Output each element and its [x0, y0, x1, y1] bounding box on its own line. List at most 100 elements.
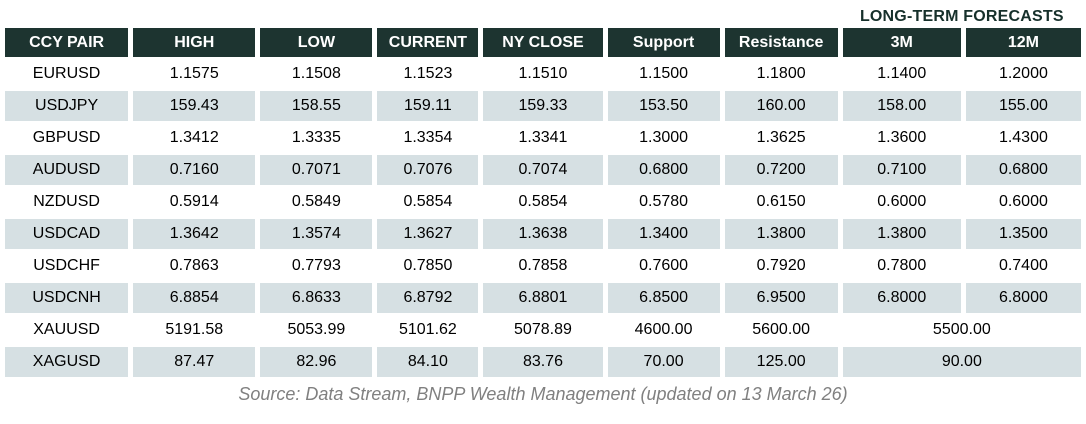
table-row: USDCAD 1.3642 1.3574 1.3627 1.3638 1.3400 1.38…: [5, 219, 1081, 249]
value-cell: 6.8801: [483, 283, 603, 313]
column-header-support: Support: [607, 28, 720, 57]
value-cell: 1.1510: [483, 59, 603, 89]
value-cell: 0.7100: [842, 155, 961, 185]
table-row: GBPUSD 1.3412 1.3335 1.3354 1.3341 1.3000 1.36…: [5, 123, 1081, 153]
value-cell: 0.7400: [965, 251, 1081, 281]
value-cell: 1.3600: [842, 123, 961, 153]
value-cell: 1.1800: [724, 59, 838, 89]
value-cell: 1.3341: [483, 123, 603, 153]
table-row: XAGUSD 87.47 82.96 84.10 83.76 70.00 125.00 90.…: [5, 347, 1081, 377]
table-row: AUDUSD 0.7160 0.7071 0.7076 0.7074 0.6800 0.72…: [5, 155, 1081, 185]
value-cell: 1.2000: [965, 59, 1081, 89]
value-cell: 0.5854: [483, 187, 603, 217]
column-header-current: CURRENT: [377, 28, 479, 57]
value-cell: 1.3000: [607, 123, 720, 153]
value-cell: 84.10: [377, 347, 479, 377]
value-cell: 0.5914: [133, 187, 256, 217]
value-cell: 5191.58: [133, 315, 256, 345]
value-cell: 5053.99: [260, 315, 373, 345]
value-cell: 1.1575: [133, 59, 256, 89]
value-cell: 0.5849: [260, 187, 373, 217]
pair-cell: EURUSD: [5, 59, 129, 89]
value-cell: 155.00: [965, 91, 1081, 121]
pair-cell: USDCHF: [5, 251, 129, 281]
value-cell: 1.1508: [260, 59, 373, 89]
value-cell: 6.8000: [842, 283, 961, 313]
table-body: EURUSD 1.1575 1.1508 1.1523 1.1510 1.1500 1.18…: [5, 59, 1081, 377]
value-cell: 1.3400: [607, 219, 720, 249]
pair-cell: XAGUSD: [5, 347, 129, 377]
value-cell: 87.47: [133, 347, 256, 377]
value-cell: 0.7076: [377, 155, 479, 185]
value-cell: 1.1400: [842, 59, 961, 89]
value-cell: 0.6150: [724, 187, 838, 217]
table-row: NZDUSD 0.5914 0.5849 0.5854 0.5854 0.5780 0.61…: [5, 187, 1081, 217]
value-cell: 0.6000: [965, 187, 1081, 217]
value-cell: 0.7850: [377, 251, 479, 281]
value-cell: 6.8000: [965, 283, 1081, 313]
fx-forecast-table: LONG-TERM FORECASTS CCY PAIR HIGH LOW CURRE…: [5, 2, 1081, 377]
long-term-forecasts-label: LONG-TERM FORECASTS: [859, 8, 1064, 25]
value-cell: 0.6800: [607, 155, 720, 185]
column-header-resistance: Resistance: [724, 28, 838, 57]
value-cell: 0.7600: [607, 251, 720, 281]
column-header-low: LOW: [260, 28, 373, 57]
pair-cell: AUDUSD: [5, 155, 129, 185]
table-row: USDJPY 159.43 158.55 159.11 159.33 153.50 160.…: [5, 91, 1081, 121]
value-cell: 158.55: [260, 91, 373, 121]
value-cell: 1.1500: [607, 59, 720, 89]
header-row: CCY PAIR HIGH LOW CURRENT NY CLOSE Support Res…: [5, 28, 1081, 57]
merged-forecast-cell: 90.00: [842, 347, 1081, 377]
value-cell: 5078.89: [483, 315, 603, 345]
column-header-ny-close: NY CLOSE: [483, 28, 603, 57]
value-cell: 160.00: [724, 91, 838, 121]
value-cell: 1.3800: [842, 219, 961, 249]
merged-forecast-cell: 5500.00: [842, 315, 1081, 345]
column-header-high: HIGH: [133, 28, 256, 57]
value-cell: 1.3500: [965, 219, 1081, 249]
value-cell: 5101.62: [377, 315, 479, 345]
column-header-ccy-pair: CCY PAIR: [5, 28, 129, 57]
value-cell: 0.6800: [965, 155, 1081, 185]
value-cell: 0.5854: [377, 187, 479, 217]
value-cell: 153.50: [607, 91, 720, 121]
source-note: Source: Data Stream, BNPP Wealth Managem…: [238, 384, 848, 404]
value-cell: 0.7863: [133, 251, 256, 281]
value-cell: 1.3574: [260, 219, 373, 249]
value-cell: 6.8792: [377, 283, 479, 313]
column-header-3m: 3M: [842, 28, 961, 57]
caption-spacer: [5, 2, 838, 26]
table-row: EURUSD 1.1575 1.1508 1.1523 1.1510 1.1500 1.18…: [5, 59, 1081, 89]
table-row: USDCHF 0.7863 0.7793 0.7850 0.7858 0.7600 0.79…: [5, 251, 1081, 281]
caption-row: LONG-TERM FORECASTS: [5, 2, 1081, 26]
value-cell: 0.7160: [133, 155, 256, 185]
value-cell: 0.7074: [483, 155, 603, 185]
table-row: XAUUSD 5191.58 5053.99 5101.62 5078.89 4600.0…: [5, 315, 1081, 345]
pair-cell: NZDUSD: [5, 187, 129, 217]
value-cell: 1.4300: [965, 123, 1081, 153]
value-cell: 1.1523: [377, 59, 479, 89]
value-cell: 1.3354: [377, 123, 479, 153]
column-header-12m: 12M: [965, 28, 1081, 57]
value-cell: 1.3627: [377, 219, 479, 249]
value-cell: 1.3638: [483, 219, 603, 249]
value-cell: 5600.00: [724, 315, 838, 345]
value-cell: 1.3335: [260, 123, 373, 153]
value-cell: 6.9500: [724, 283, 838, 313]
value-cell: 0.7071: [260, 155, 373, 185]
value-cell: 1.3625: [724, 123, 838, 153]
value-cell: 159.43: [133, 91, 256, 121]
value-cell: 159.11: [377, 91, 479, 121]
pair-cell: USDCAD: [5, 219, 129, 249]
value-cell: 0.7920: [724, 251, 838, 281]
pair-cell: USDJPY: [5, 91, 129, 121]
table-row: USDCNH 6.8854 6.8633 6.8792 6.8801 6.8500 6.95…: [5, 283, 1081, 313]
value-cell: 158.00: [842, 91, 961, 121]
pair-cell: XAUUSD: [5, 315, 129, 345]
value-cell: 1.3642: [133, 219, 256, 249]
value-cell: 0.7200: [724, 155, 838, 185]
value-cell: 0.6000: [842, 187, 961, 217]
value-cell: 125.00: [724, 347, 838, 377]
value-cell: 159.33: [483, 91, 603, 121]
